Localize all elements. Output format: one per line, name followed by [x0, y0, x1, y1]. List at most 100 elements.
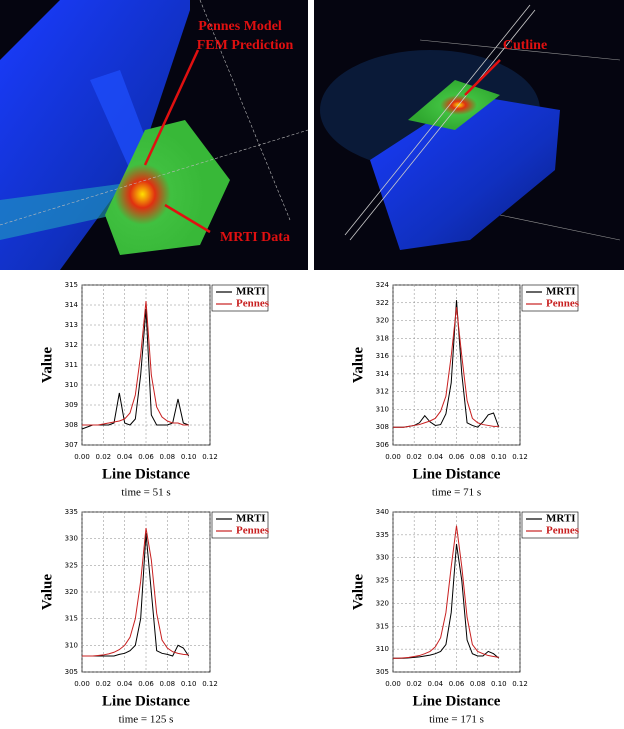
- y-tick-label: 314: [65, 301, 79, 309]
- y-tick-label: 305: [65, 668, 78, 676]
- legend-label: MRTI: [546, 513, 576, 525]
- data-line: [82, 527, 189, 657]
- data-line: [82, 300, 189, 426]
- y-tick-label: 309: [65, 401, 78, 409]
- x-tick-label: 0.12: [512, 680, 528, 688]
- y-tick-label: 308: [376, 423, 389, 431]
- y-axis-label: Value: [350, 347, 366, 383]
- x-tick-label: 0.08: [160, 680, 176, 688]
- y-tick-label: 330: [65, 535, 78, 543]
- y-tick-label: 322: [376, 299, 389, 307]
- chart: 0.00 0.02 0.04 0.06 0.08 0.10 0.12 305 310 315 320…: [39, 508, 269, 726]
- right-render: Cutline: [314, 0, 624, 270]
- x-tick-label: 0.06: [449, 680, 465, 688]
- annotation: Cutline: [503, 38, 547, 53]
- x-tick-label: 0.00: [74, 453, 90, 461]
- y-tick-label: 315: [65, 615, 78, 623]
- x-tick-label: 0.10: [491, 453, 507, 461]
- y-tick-label: 330: [376, 554, 389, 562]
- data-line: [393, 543, 500, 659]
- legend-label: MRTI: [236, 513, 266, 525]
- y-tick-label: 310: [376, 405, 389, 413]
- caption: time = 171 s: [429, 714, 484, 726]
- annotation: MRTI Data: [220, 230, 290, 245]
- x-tick-label: 0.12: [202, 680, 218, 688]
- caption: time = 125 s: [119, 714, 174, 726]
- x-tick-label: 0.12: [202, 453, 218, 461]
- legend-box: [521, 284, 579, 312]
- legend-label: MRTI: [546, 286, 576, 298]
- y-tick-label: 325: [376, 577, 389, 585]
- x-tick-label: 0.04: [428, 453, 444, 461]
- x-tick-label: 0.02: [96, 680, 112, 688]
- y-tick-label: 335: [65, 508, 78, 516]
- y-tick-label: 312: [65, 341, 78, 349]
- x-tick-label: 0.04: [428, 680, 444, 688]
- y-tick-label: 316: [376, 352, 390, 360]
- x-tick-label: 0.02: [406, 680, 422, 688]
- chart: 0.00 0.02 0.04 0.06 0.08 0.10 0.12 307 308 309 310…: [39, 281, 269, 499]
- x-axis-label: Line Distance: [102, 693, 190, 709]
- x-tick-label: 0.08: [470, 453, 486, 461]
- y-tick-label: 320: [376, 317, 389, 325]
- x-axis-label: Line Distance: [102, 466, 190, 482]
- y-tick-label: 335: [376, 531, 389, 539]
- x-tick-label: 0.08: [160, 453, 176, 461]
- x-tick-label: 0.00: [385, 680, 401, 688]
- y-tick-label: 305: [376, 668, 389, 676]
- x-tick-label: 0.00: [385, 453, 401, 461]
- y-axis-label: Value: [39, 347, 55, 383]
- x-tick-label: 0.00: [74, 680, 90, 688]
- y-tick-label: 320: [376, 599, 389, 607]
- x-tick-label: 0.10: [181, 680, 197, 688]
- chart: 0.00 0.02 0.04 0.06 0.08 0.10 0.12 305 310 315 320…: [350, 508, 579, 726]
- legend-box: [211, 284, 269, 312]
- y-tick-label: 325: [65, 561, 78, 569]
- x-tick-label: 0.08: [470, 680, 486, 688]
- x-axis-label: Line Distance: [413, 466, 501, 482]
- data-line: [82, 533, 190, 657]
- chart: 0.00 0.02 0.04 0.06 0.08 0.10 0.12 306 308 310 312…: [350, 281, 579, 499]
- y-tick-label: 318: [376, 334, 389, 342]
- legend-label: Pennes: [236, 525, 270, 537]
- x-tick-label: 0.02: [96, 453, 112, 461]
- x-tick-label: 0.06: [138, 680, 154, 688]
- y-tick-label: 310: [65, 381, 78, 389]
- y-tick-label: 315: [65, 281, 78, 289]
- legend-label: Pennes: [236, 298, 270, 310]
- legend-box: [211, 511, 269, 539]
- x-tick-label: 0.06: [449, 453, 465, 461]
- data-line: [393, 525, 499, 659]
- y-axis-label: Value: [350, 574, 366, 610]
- x-tick-label: 0.04: [117, 680, 133, 688]
- annotation: Pennes Model: [198, 19, 282, 34]
- y-tick-label: 324: [376, 281, 390, 289]
- x-axis-label: Line Distance: [413, 693, 501, 709]
- y-tick-label: 311: [65, 361, 78, 369]
- y-tick-label: 315: [376, 622, 389, 630]
- legend-label: MRTI: [236, 286, 266, 298]
- y-tick-label: 312: [376, 388, 389, 396]
- y-tick-label: 310: [376, 645, 389, 653]
- legend-label: Pennes: [546, 525, 580, 537]
- x-tick-label: 0.10: [181, 453, 197, 461]
- y-tick-label: 320: [65, 588, 78, 596]
- caption: time = 71 s: [432, 487, 481, 499]
- y-tick-label: 308: [65, 421, 78, 429]
- y-tick-label: 314: [376, 370, 390, 378]
- y-tick-label: 310: [65, 641, 78, 649]
- y-tick-label: 313: [65, 321, 78, 329]
- x-tick-label: 0.06: [138, 453, 154, 461]
- x-tick-label: 0.12: [512, 453, 528, 461]
- caption: time = 51 s: [121, 487, 170, 499]
- annotation: FEM Prediction: [197, 38, 294, 53]
- y-tick-label: 307: [65, 441, 78, 449]
- left-render: Pennes Model FEM Prediction MRTI Data: [0, 0, 309, 270]
- data-line: [393, 307, 499, 428]
- y-tick-label: 340: [376, 508, 389, 516]
- legend-label: Pennes: [546, 298, 580, 310]
- y-axis-label: Value: [39, 574, 55, 610]
- x-tick-label: 0.02: [406, 453, 422, 461]
- x-tick-label: 0.10: [491, 680, 507, 688]
